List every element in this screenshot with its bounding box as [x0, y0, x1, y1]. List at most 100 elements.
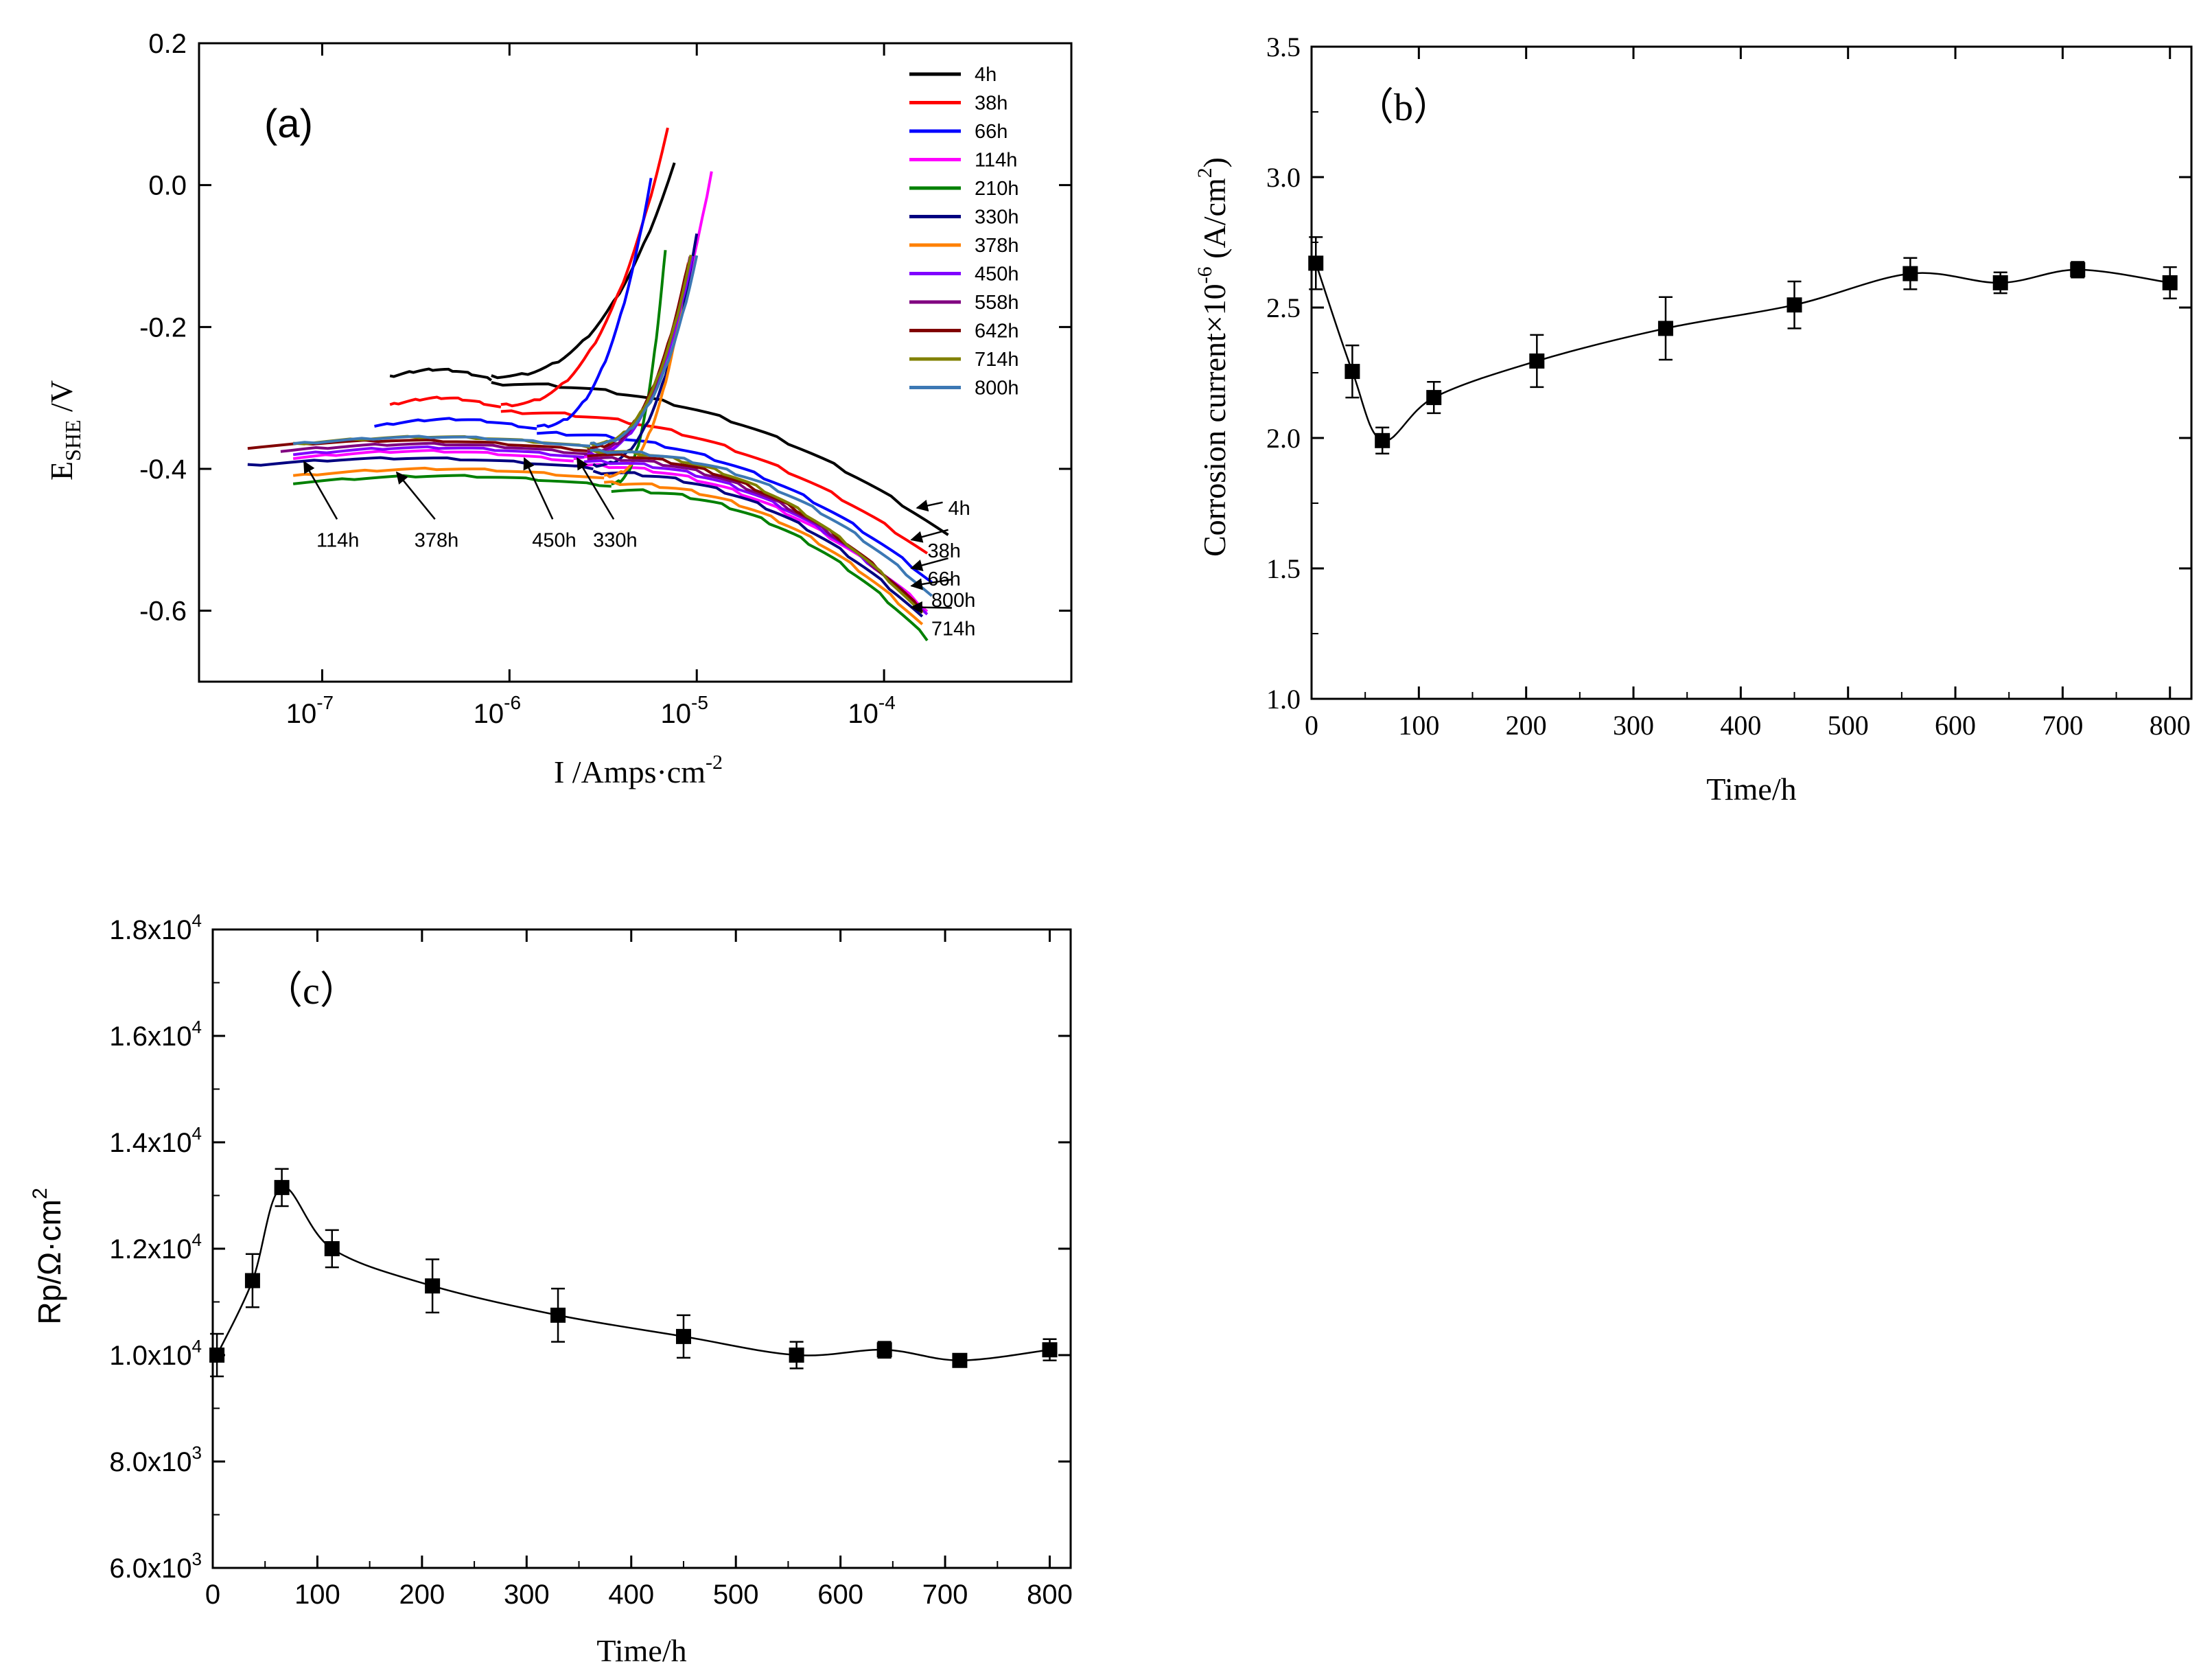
panel-c-y-tick-exp: 4: [192, 910, 202, 931]
panel-b-data-point: [1992, 275, 2008, 290]
panel-b-data-point: [1308, 255, 1324, 271]
panel-a-x-tick-base: 10: [474, 699, 504, 729]
panel-a-annotation-label: 114h: [316, 529, 359, 551]
panel-c-y-tick-exp: 4: [192, 1229, 202, 1250]
panel-c-data-point: [209, 1348, 225, 1363]
panel-a-x-tick-label: 10-6: [474, 692, 521, 729]
panel-c-y-tick-label: 1.4x104: [109, 1123, 202, 1158]
panel-c-y-tick-exp: 3: [192, 1549, 202, 1569]
panel-b-y-axis-label: Corrosion current×10-6 (A/cm2): [1194, 157, 1232, 557]
panel-c-y-tick-exp: 4: [192, 1017, 202, 1037]
panel-b-ylabel-main: Corrosion current×10: [1197, 284, 1232, 557]
panel-a-x-tick-exp: -5: [691, 692, 708, 713]
panel-a-annotation-label: 450h: [532, 529, 577, 551]
panel-a-legend-label-714h: 714h: [975, 349, 1019, 371]
panel-a-x-tick-base: 10: [661, 699, 692, 729]
panel-a-xlabel-main: I /Amps·cm: [554, 754, 706, 789]
panel-b-x-tick-label: 400: [1720, 710, 1761, 741]
panel-b-axes: 0 100 200 300 400 500 600 700 800 1.0 1.5 2.0 2.5 3.0…: [1266, 32, 2191, 741]
panel-a-y-tick-label: 0.0: [148, 171, 187, 201]
panel-a-x-tick-exp: -4: [878, 692, 896, 713]
panel-c-y-tick-label: 6.0x103: [109, 1549, 202, 1584]
panel-b-x-tick-label: 300: [1613, 710, 1654, 741]
panel-c-data-point: [1042, 1342, 1058, 1358]
panel-c-data-point: [675, 1328, 691, 1344]
panel-b-data-point: [1375, 432, 1390, 448]
panel-b-x-axis-label: Time/h: [1706, 772, 1796, 807]
panel-a-ylabel-main: E: [44, 461, 79, 481]
panel-c-data-point: [425, 1278, 441, 1294]
panel-c-data: [209, 1168, 1058, 1378]
panel-c-x-tick-label: 700: [922, 1580, 968, 1610]
panel-c-data-point: [789, 1348, 804, 1363]
panel-c-y-tick-mant: 1.4x10: [109, 1128, 191, 1158]
panel-c-axes: 0 100 200 300 400 500 600 700 8006.0x1038.0x1031…: [109, 910, 1072, 1610]
panel-a-y-tick-label: 0.2: [148, 29, 187, 59]
panel-a-curve-38h: [389, 127, 929, 555]
panel-c-data-point: [550, 1307, 566, 1323]
panel-b-y-tick-label: 1.5: [1266, 553, 1301, 584]
panel-a-legend-label-38h: 38h: [975, 93, 1008, 115]
panel-c-y-tick-mant: 6.0x10: [109, 1553, 191, 1584]
panel-b-x-tick-label: 500: [1828, 710, 1869, 741]
panel-c-y-axis-label: Rp/Ω·cm2: [29, 1188, 67, 1324]
panel-a-legend-label-378h: 378h: [975, 235, 1019, 257]
panel-a-ylabel-sub: SHE: [60, 419, 85, 461]
panel-a-legend-label-558h: 558h: [975, 292, 1019, 314]
panel-b-x-tick-label: 700: [2042, 710, 2083, 741]
panel-a-x-tick-label: 10-5: [661, 692, 708, 729]
panel-a-legend: 4h 38h 66h 114h 210h 330h 378h 450h 558h 642h 714h…: [909, 64, 1019, 400]
panel-c-y-tick-mant: 1.6x10: [109, 1021, 191, 1052]
panel-a-legend-label-800h: 800h: [975, 378, 1019, 400]
panel-a-plot-frame: [198, 42, 1073, 683]
panel-a-legend-label-114h: 114h: [975, 150, 1017, 172]
panel-a-x-tick-label: 10-7: [286, 692, 334, 729]
panel-a-legend-label-330h: 330h: [975, 207, 1019, 229]
panel-a-annotation-arrow: [916, 499, 943, 512]
panel-a-x-tick-base: 10: [286, 699, 317, 729]
panel-c-y-tick-label: 1.2x104: [109, 1229, 202, 1264]
panel-b-x-tick-label: 800: [2150, 710, 2191, 741]
panel-c-x-tick-label: 500: [713, 1580, 759, 1610]
panel-c-y-tick-label: 1.6x104: [109, 1017, 202, 1052]
panel-b-data-point: [1426, 390, 1442, 406]
panel-c-y-tick-label: 8.0x103: [109, 1442, 202, 1477]
panel-c-x-tick-label: 800: [1027, 1580, 1073, 1610]
panel-b-data: [1308, 236, 2178, 455]
panel-b-x-tick-label: 200: [1506, 710, 1547, 741]
panel-c-y-tick-mant: 1.2x10: [109, 1234, 191, 1264]
panel-c-y-tick-exp: 4: [192, 1336, 202, 1356]
panel-b-y-tick-label: 2.0: [1266, 423, 1301, 454]
panel-a-annotation-arrow: [910, 529, 948, 543]
panel-c-x-tick-label: 0: [205, 1580, 220, 1610]
panel-a-annotation-arrow: [303, 461, 338, 520]
panel-a-y-axis-label: ESHE /V: [44, 380, 85, 481]
panel-a-polarization-curves: 0.20.0-0.2-0.4-0.610-7 10-6 10-5 10-4 4h38h…: [44, 29, 1073, 789]
panel-a-legend-label-210h: 210h: [975, 178, 1019, 200]
panel-b-label: （b）: [1355, 86, 1452, 129]
panel-b-ylabel-unit-exp: 2: [1194, 168, 1216, 178]
panel-c-data-point: [274, 1179, 290, 1195]
panel-c-data-point: [244, 1273, 260, 1289]
panel-b-corrosion-current: 0 100 200 300 400 500 600 700 800 1.0 1.5 2.0 2.5 3.0…: [1194, 32, 2193, 807]
panel-a-x-tick-base: 10: [848, 699, 878, 729]
panel-b-ylabel-close: ): [1197, 157, 1232, 168]
panel-b-x-tick-label: 100: [1398, 710, 1439, 741]
panel-a-annotation-arrow: [576, 457, 615, 520]
panel-a-annotation-arrow: [910, 578, 953, 590]
panel-c-x-tick-label: 100: [294, 1580, 340, 1610]
panel-c-ylabel-exp: 2: [29, 1188, 51, 1199]
panel-b-data-point: [1786, 297, 1802, 313]
panel-a-annotation-label: 4h: [948, 498, 970, 520]
panel-b-data-point: [2162, 275, 2178, 290]
panel-b-y-tick-label: 3.5: [1266, 32, 1301, 62]
panel-a-xlabel-sup: -2: [706, 751, 723, 774]
panel-a-x-tick-label: 10-4: [848, 692, 895, 729]
panel-a-legend-label-66h: 66h: [975, 121, 1008, 143]
panel-a-annotation-arrow: [910, 557, 948, 571]
panel-a-y-tick-label: -0.4: [139, 454, 187, 485]
panel-b-data-point: [1529, 353, 1545, 369]
panel-a-x-axis-label: I /Amps·cm-2: [554, 751, 723, 789]
panel-a-y-tick-label: -0.6: [139, 597, 187, 627]
panel-a-ylabel-tail: /V: [44, 380, 79, 420]
